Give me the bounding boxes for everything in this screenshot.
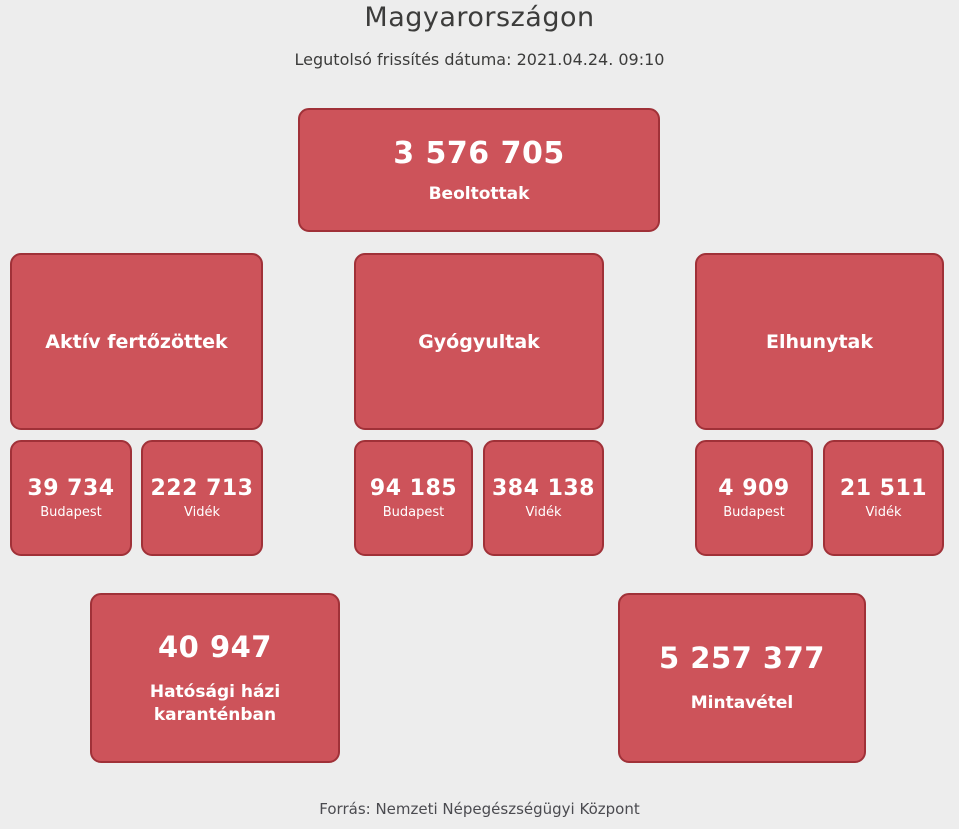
active-infected-videk-value: 222 713 [150,476,254,501]
active-infected-card: Aktív fertőzöttek [10,253,263,430]
deceased-videk-value: 21 511 [839,476,928,501]
recovered-videk-label: Vidék [525,505,562,520]
deceased-videk-card: 21 511 Vidék [823,440,944,556]
recovered-budapest-label: Budapest [382,505,445,520]
vaccinated-label: Beoltottak [428,184,530,204]
active-infected-budapest-label: Budapest [40,505,102,520]
sampling-label: Mintavétel [690,693,794,714]
active-infected-videk-label: Vidék [184,505,220,520]
vaccinated-value: 3 576 705 [393,136,565,171]
deceased-card: Elhunytak [695,253,944,430]
vaccinated-card: 3 576 705 Beoltottak [298,108,660,232]
sampling-card: 5 257 377 Mintavétel [618,593,866,763]
quarantine-label: Hatósági házi karanténban [149,682,281,725]
active-infected-budapest-value: 39 734 [27,476,115,501]
deceased-budapest-card: 4 909 Budapest [695,440,813,556]
quarantine-value: 40 947 [158,630,272,665]
recovered-label: Gyógyultak [418,330,540,353]
deceased-budapest-label: Budapest [723,505,785,520]
active-infected-videk-card: 222 713 Vidék [141,440,263,556]
recovered-card: Gyógyultak [354,253,604,430]
sampling-value: 5 257 377 [659,641,825,676]
last-updated-text: Legutolsó frissítés dátuma: 2021.04.24. … [294,50,665,69]
active-infected-label: Aktív fertőzöttek [45,330,228,353]
data-source-text: Forrás: Nemzeti Népegészségügyi Központ [319,800,640,818]
deceased-budapest-value: 4 909 [718,476,790,501]
recovered-budapest-card: 94 185 Budapest [354,440,473,556]
deceased-label: Elhunytak [766,330,873,353]
active-infected-budapest-card: 39 734 Budapest [10,440,132,556]
recovered-videk-card: 384 138 Vidék [483,440,604,556]
deceased-videk-label: Vidék [865,505,902,520]
recovered-budapest-value: 94 185 [369,476,458,501]
recovered-videk-value: 384 138 [491,476,595,501]
quarantine-card: 40 947 Hatósági házi karanténban [90,593,340,763]
page-title: Magyarországon [364,2,595,33]
